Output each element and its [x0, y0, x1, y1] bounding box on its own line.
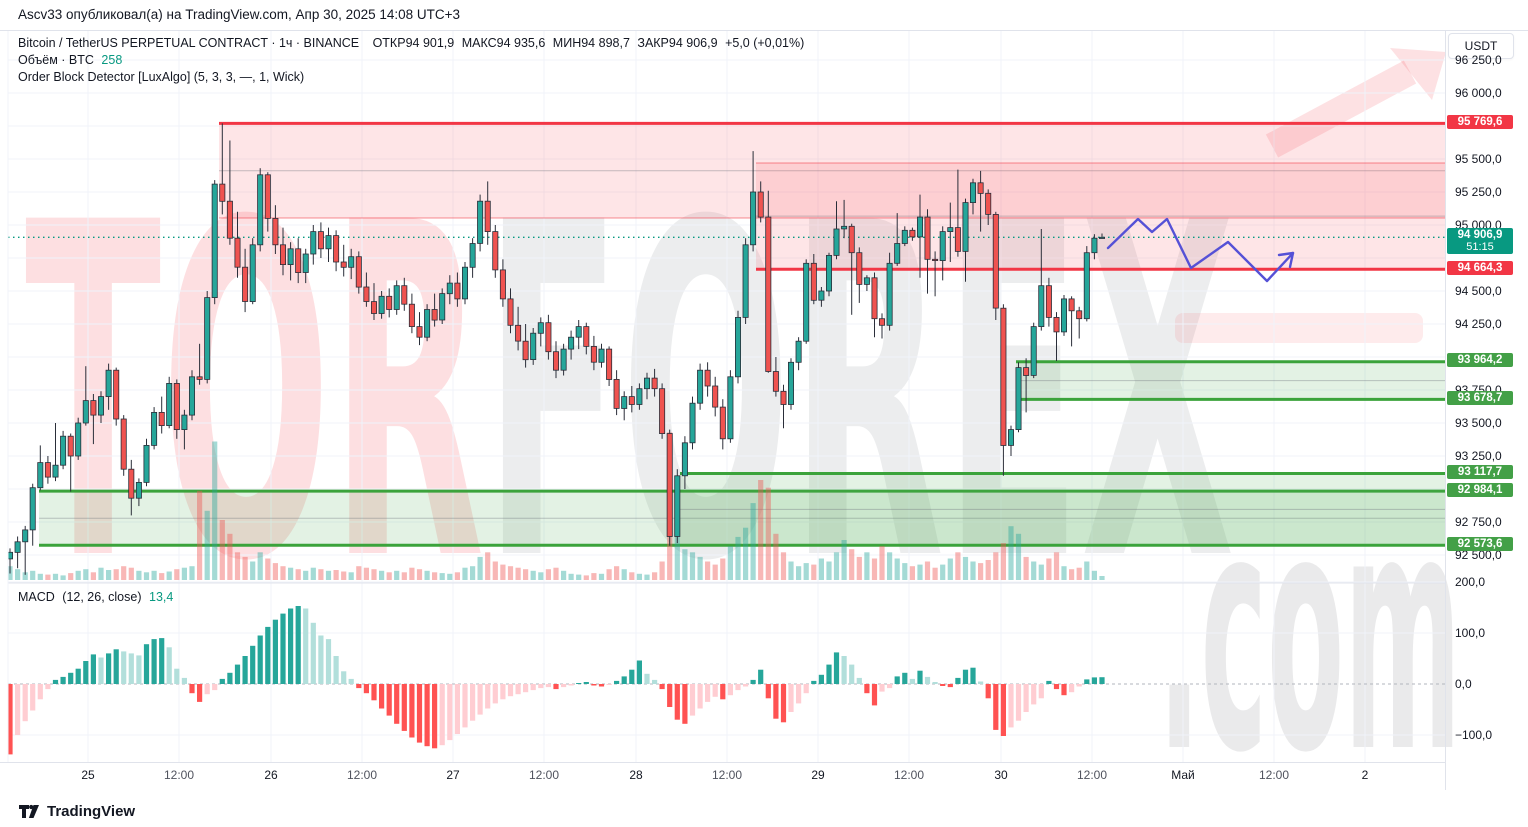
tradingview-brand-text: TradingView — [47, 802, 136, 820]
tradingview-logo-icon — [19, 804, 39, 818]
tradingview-footer-link[interactable]: TradingView — [18, 800, 135, 822]
currency-toggle-button[interactable]: USDT — [1448, 33, 1514, 59]
watermark-pink-part: TOR — [25, 127, 485, 662]
